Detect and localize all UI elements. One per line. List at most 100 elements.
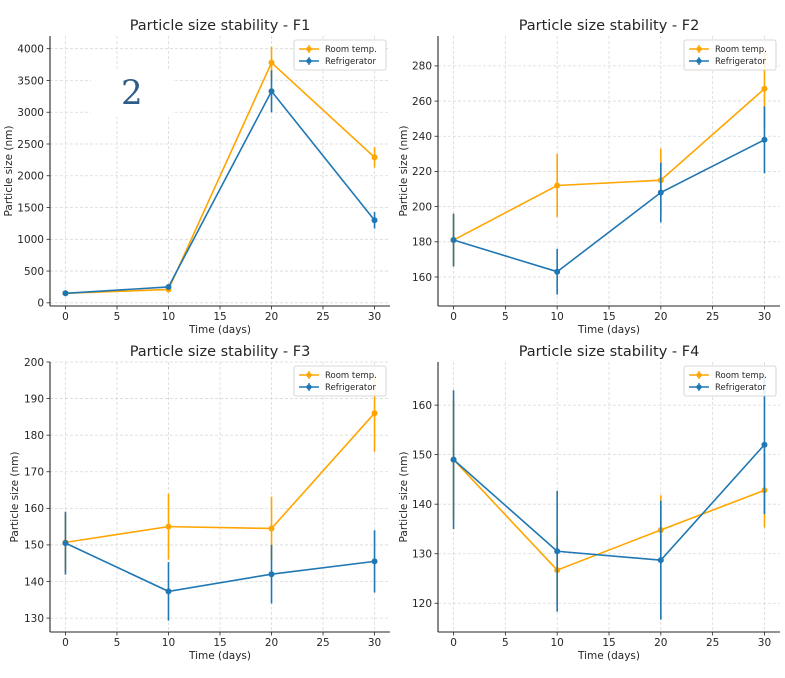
y-axis-label: Particle size (nm) <box>398 126 410 217</box>
legend-item: Room temp. <box>689 45 767 55</box>
y-tick-label: 180 <box>412 237 432 249</box>
data-point <box>165 523 172 530</box>
y-tick-label: 1500 <box>17 202 44 214</box>
x-tick-label: 30 <box>368 637 381 649</box>
x-tick-label: 0 <box>450 311 457 323</box>
data-point <box>165 588 172 595</box>
x-tick-label: 0 <box>62 311 69 323</box>
data-point <box>554 548 561 555</box>
legend: Room temp. Refrigerator <box>293 39 387 71</box>
legend-label: Refrigerator <box>325 383 376 393</box>
data-point <box>62 290 69 297</box>
series-refrigerator <box>450 375 768 620</box>
chart-title: Particle size stability - F2 <box>519 18 700 34</box>
y-tick-label: 0 <box>37 298 44 310</box>
series-line <box>453 444 766 561</box>
y-tick-label: 2000 <box>17 171 44 183</box>
legend-marker <box>696 46 702 52</box>
y-tick-label: 160 <box>412 400 432 412</box>
data-point <box>761 85 768 92</box>
legend-item: Room temp. <box>299 45 377 55</box>
x-tick-label: 25 <box>316 637 329 649</box>
y-tick-label: 240 <box>412 131 432 143</box>
x-axis-label: Time (days) <box>188 650 251 662</box>
y-tick-label: 500 <box>24 266 44 278</box>
x-tick-label: 20 <box>654 637 667 649</box>
x-tick-label: 25 <box>706 637 719 649</box>
legend: Room temp. Refrigerator <box>683 39 777 71</box>
x-tick-label: 0 <box>450 637 457 649</box>
y-tick-label: 160 <box>24 503 44 515</box>
data-point <box>165 283 172 290</box>
y-tick-label: 160 <box>412 272 432 284</box>
data-point <box>268 571 275 578</box>
y-tick-label: 1000 <box>17 234 44 246</box>
y-tick-label: 120 <box>412 598 432 610</box>
x-tick-label: 5 <box>502 311 509 323</box>
legend-label: Refrigerator <box>715 383 766 393</box>
data-point <box>268 88 275 95</box>
series-refrigerator <box>62 511 378 621</box>
legend-label: Refrigerator <box>325 57 376 67</box>
x-tick-label: 20 <box>265 311 278 323</box>
x-tick-label: 30 <box>368 311 381 323</box>
annotation-background <box>91 69 173 117</box>
x-tick-label: 10 <box>550 311 563 323</box>
y-axis-label: Particle size (nm) <box>398 452 410 543</box>
x-tick-label: 5 <box>114 311 121 323</box>
legend-box <box>683 365 777 397</box>
x-axis-label: Time (days) <box>577 324 640 336</box>
x-tick-label: 10 <box>162 311 175 323</box>
x-tick-label: 15 <box>213 637 226 649</box>
y-tick-label: 4000 <box>17 44 44 56</box>
legend: Room temp. Refrigerator <box>293 365 387 397</box>
data-point <box>62 540 69 547</box>
data-point <box>761 136 768 143</box>
legend-item: Room temp. <box>689 371 767 381</box>
y-tick-label: 180 <box>24 430 44 442</box>
y-tick-label: 260 <box>412 96 432 108</box>
legend-box <box>683 39 777 71</box>
x-tick-label: 10 <box>550 637 563 649</box>
data-point <box>554 268 561 275</box>
data-point <box>371 154 378 161</box>
y-tick-label: 200 <box>412 201 432 213</box>
x-tick-label: 15 <box>602 637 615 649</box>
series-line <box>65 542 375 593</box>
legend-marker <box>696 58 702 64</box>
legend-box <box>293 365 387 397</box>
y-axis-label: Particle size (nm) <box>3 126 15 217</box>
legend-label: Room temp. <box>325 45 377 55</box>
data-point <box>450 456 457 463</box>
x-tick-label: 25 <box>316 311 329 323</box>
y-tick-label: 140 <box>412 499 432 511</box>
y-tick-label: 130 <box>412 549 432 561</box>
legend-marker <box>306 384 312 390</box>
legend-marker <box>306 46 312 52</box>
y-tick-label: 150 <box>412 449 432 461</box>
x-axis-label: Time (days) <box>188 324 251 336</box>
subplot-2: 0 5 10 15 20 25 30 160 180 200 220 240 260 280 Particl… <box>398 18 780 336</box>
y-tick-label: 2500 <box>17 139 44 151</box>
subplot-4: 0 5 10 15 20 25 30 120 130 140 150 160 Particle size… <box>398 344 780 662</box>
figure-annotation: 2 <box>121 73 143 113</box>
y-tick-label: 140 <box>24 576 44 588</box>
legend-box <box>293 39 387 71</box>
x-tick-label: 10 <box>162 637 175 649</box>
legend-label: Refrigerator <box>715 57 766 67</box>
x-tick-label: 5 <box>502 637 509 649</box>
y-tick-label: 3500 <box>17 75 44 87</box>
series-line <box>65 412 376 544</box>
data-point <box>554 182 561 189</box>
series-line <box>65 89 376 295</box>
legend-item: Refrigerator <box>689 383 766 393</box>
y-tick-label: 190 <box>24 393 44 405</box>
legend-marker <box>306 58 312 64</box>
legend-marker <box>696 372 702 378</box>
y-tick-label: 170 <box>24 467 44 479</box>
chart-title: Particle size stability - F4 <box>519 344 700 360</box>
x-tick-label: 15 <box>602 311 615 323</box>
x-tick-label: 5 <box>114 637 121 649</box>
x-axis-label: Time (days) <box>577 650 640 662</box>
data-point <box>268 59 275 66</box>
